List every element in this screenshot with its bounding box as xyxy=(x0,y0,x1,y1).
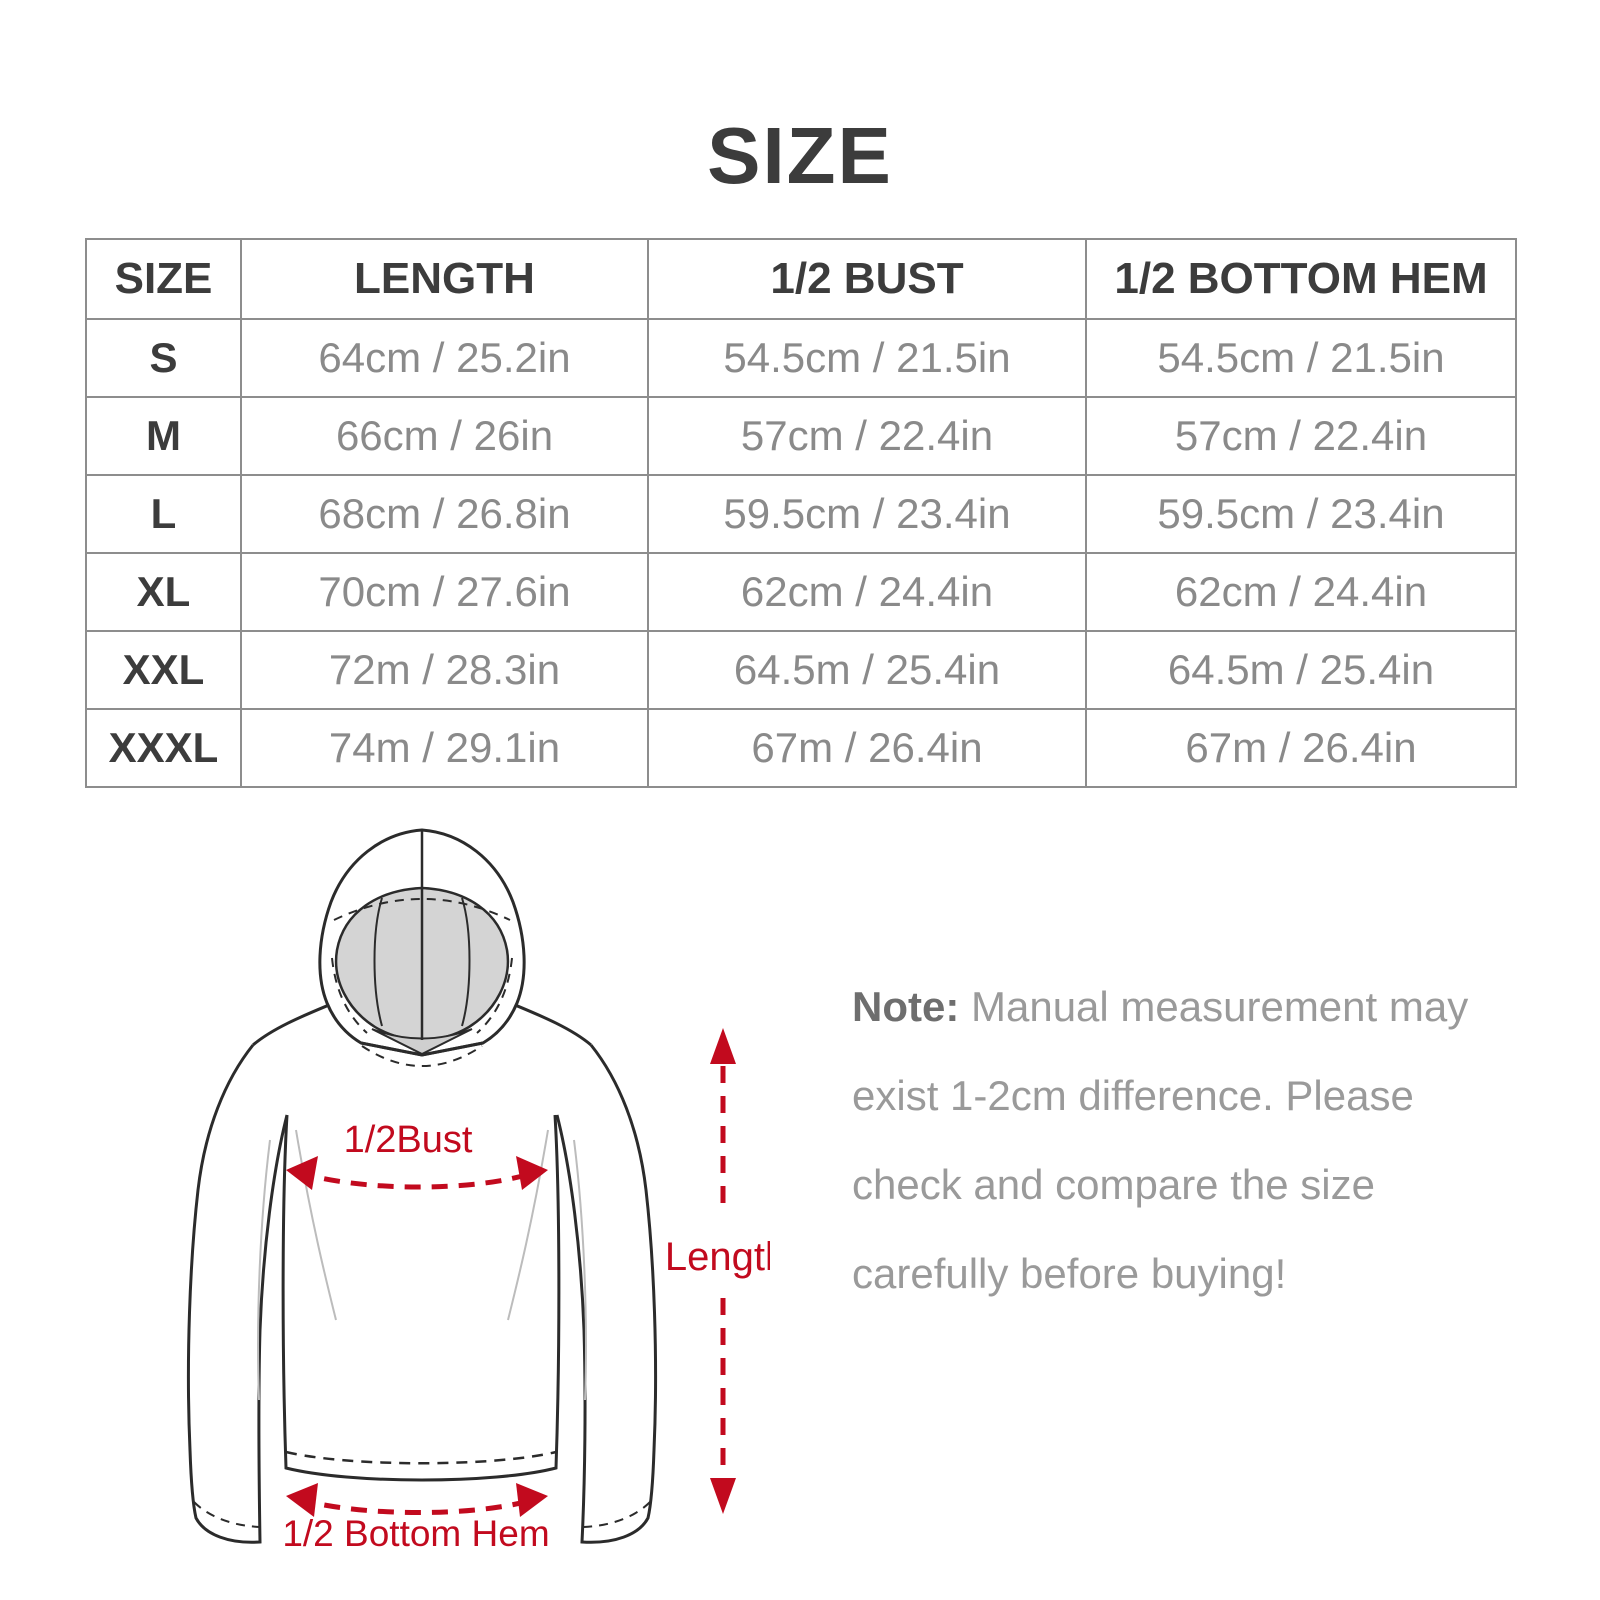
shoulder-right xyxy=(514,1003,592,1047)
size-label: XXXL xyxy=(85,708,242,788)
length-label: Length xyxy=(665,1235,770,1279)
cuff-stitch-left xyxy=(193,1501,261,1528)
hood-chin-lining xyxy=(371,1028,473,1056)
hood-seam-left xyxy=(373,897,383,1027)
table-row: L 68cm / 26.8in 59.5cm / 23.4in 59.5cm /… xyxy=(85,474,1517,554)
header-row: SIZE LENGTH 1/2 BUST 1/2 BOTTOM HEM xyxy=(85,238,1517,320)
size-chart-table: SIZE LENGTH 1/2 BUST 1/2 BOTTOM HEM S 64… xyxy=(85,238,1517,788)
length-value: 64cm / 25.2in xyxy=(240,318,649,398)
crease-left-sleeve xyxy=(257,1139,271,1401)
column-header-hem: 1/2 BOTTOM HEM xyxy=(1085,238,1517,320)
hem-value: 62cm / 24.4in xyxy=(1085,552,1517,632)
bust-arrow xyxy=(297,1169,537,1190)
hem-value: 59.5cm / 23.4in xyxy=(1085,474,1517,554)
hem-value: 64.5m / 25.4in xyxy=(1085,630,1517,710)
note-body: Manual measurement may exist 1-2cm diffe… xyxy=(852,983,1469,1297)
table-row: S 64cm / 25.2in 54.5cm / 21.5in 54.5cm /… xyxy=(85,318,1517,398)
collar-stitch xyxy=(361,1045,483,1067)
hoodie-diagram: 1/2Bust 1/2 Bottom Hem Length xyxy=(110,800,787,1560)
length-value: 68cm / 26.8in xyxy=(240,474,649,554)
length-value: 72m / 28.3in xyxy=(240,630,649,710)
hem-value: 67m / 26.4in xyxy=(1085,708,1517,788)
size-label: XXL xyxy=(85,630,242,710)
size-label: XL xyxy=(85,552,242,632)
length-value: 74m / 29.1in xyxy=(240,708,649,788)
hem-label: 1/2 Bottom Hem xyxy=(282,1513,549,1554)
table-row: M 66cm / 26in 57cm / 22.4in 57cm / 22.4i… xyxy=(85,396,1517,476)
cuff-stitch-right xyxy=(583,1501,651,1528)
length-value: 66cm / 26in xyxy=(240,396,649,476)
sleeve-left xyxy=(186,1044,289,1544)
table-row: XXL 72m / 28.3in 64.5m / 25.4in 64.5m / … xyxy=(85,630,1517,710)
bust-value: 59.5cm / 23.4in xyxy=(647,474,1087,554)
hood-collar-line xyxy=(360,1041,484,1057)
hem-arrowhead-right xyxy=(516,1483,548,1517)
length-arrowhead-top xyxy=(710,1028,736,1064)
bust-arrowhead-right xyxy=(516,1156,548,1190)
page-title: SIZE xyxy=(707,111,893,200)
column-header-size: SIZE xyxy=(85,238,242,320)
bust-label: 1/2Bust xyxy=(344,1119,473,1161)
hem-arrow xyxy=(297,1496,537,1515)
column-header-bust: 1/2 BUST xyxy=(647,238,1087,320)
bust-value: 54.5cm / 21.5in xyxy=(647,318,1087,398)
bust-value: 64.5m / 25.4in xyxy=(647,630,1087,710)
hem-stitch xyxy=(285,1450,557,1465)
sleeve-right xyxy=(555,1044,658,1544)
table-row: XXXL 74m / 29.1in 67m / 26.4in 67m / 26.… xyxy=(85,708,1517,788)
bust-value: 62cm / 24.4in xyxy=(647,552,1087,632)
length-value: 70cm / 27.6in xyxy=(240,552,649,632)
table-row: XL 70cm / 27.6in 62cm / 24.4in 62cm / 24… xyxy=(85,552,1517,632)
bust-value: 67m / 26.4in xyxy=(647,708,1087,788)
shoulder-left xyxy=(252,1003,330,1047)
bust-value: 57cm / 22.4in xyxy=(647,396,1087,476)
column-header-length: LENGTH xyxy=(240,238,649,320)
hem-value: 54.5cm / 21.5in xyxy=(1085,318,1517,398)
body-outline xyxy=(281,1114,561,1482)
hem-value: 57cm / 22.4in xyxy=(1085,396,1517,476)
hood-seam-right xyxy=(461,897,471,1027)
note-prefix: Note: xyxy=(852,983,960,1030)
hood-rim-stitch xyxy=(333,898,511,921)
crease-left-body xyxy=(295,1129,337,1321)
bust-arrowhead-left xyxy=(286,1156,318,1190)
length-arrowhead-bottom xyxy=(710,1478,736,1514)
crease-right-body xyxy=(507,1129,549,1321)
hem-arrowhead-left xyxy=(286,1483,318,1517)
size-label: M xyxy=(85,396,242,476)
note-text: Note: Manual measurement may exist 1-2cm… xyxy=(852,962,1472,1318)
size-label: S xyxy=(85,318,242,398)
size-label: L xyxy=(85,474,242,554)
crease-right-sleeve xyxy=(573,1139,587,1401)
